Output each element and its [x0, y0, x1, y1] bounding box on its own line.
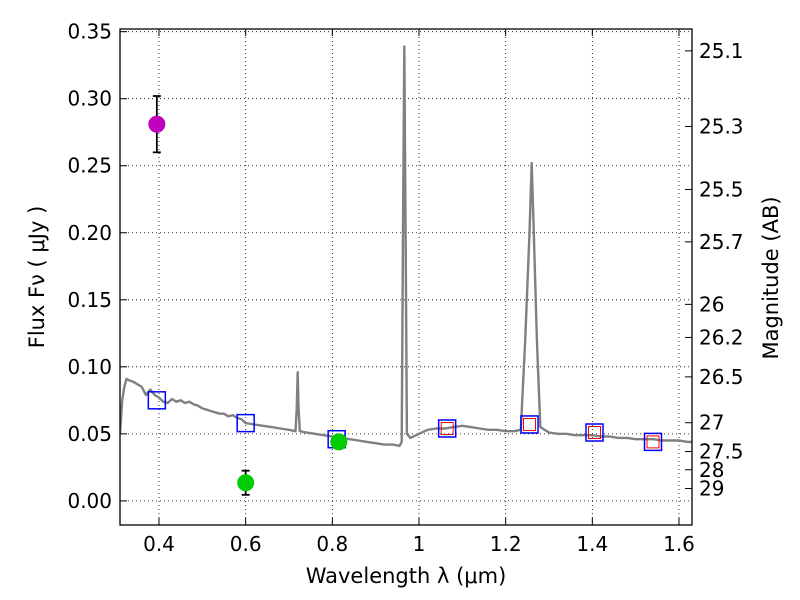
x-tick-label: 1	[413, 532, 426, 556]
observed-point	[148, 115, 166, 133]
x-tick-label: 0.6	[230, 532, 262, 556]
y-tick-label: 0.15	[67, 288, 112, 312]
right-tick-label: 27.5	[699, 440, 744, 464]
model-band-square	[585, 423, 604, 442]
plot-frame	[119, 28, 693, 526]
x-axis-label: Wavelength λ (μm)	[306, 564, 507, 588]
right-tick-label: 25.5	[699, 177, 744, 201]
observed-point	[330, 433, 348, 451]
y-tick-label: 0.20	[67, 221, 112, 245]
model-band-square	[147, 391, 167, 410]
right-tick-label: 29	[699, 477, 724, 501]
limit-square	[588, 426, 601, 440]
y-tick-label: 0.00	[67, 489, 112, 513]
right-tick-label: 26.2	[699, 325, 744, 349]
right-tick-label: 28	[699, 458, 724, 482]
y-tick-label: 0.10	[67, 355, 112, 379]
x-tick-label: 1.4	[576, 532, 608, 556]
y-tick-label: 0.25	[67, 154, 112, 178]
observed-point	[237, 474, 255, 492]
y-tick-label: 0.30	[67, 87, 112, 111]
x-tick-label: 0.8	[316, 532, 348, 556]
right-tick-label: 25.1	[699, 39, 744, 63]
x-tick-label: 1.2	[490, 532, 522, 556]
axes: 0.4 0.6 0.8 1 1.2 1.4 1.6 0.00 0.05 0.10 0.15 0.20 0…	[67, 20, 743, 556]
model-band-square	[236, 413, 255, 433]
model-band-square	[643, 432, 663, 452]
right-tick-label: 25.7	[699, 230, 744, 254]
y-axis-right-label: Magnitude (AB)	[759, 196, 783, 359]
model-band-square	[437, 419, 457, 438]
limit-square	[523, 417, 536, 431]
y-axis-label: Flux Fν ( μJy )	[25, 206, 49, 349]
x-tick-label: 1.6	[663, 532, 695, 556]
data-layer	[120, 45, 692, 448]
limit-square	[646, 435, 660, 449]
right-tick-label: 27	[699, 411, 724, 435]
grid	[120, 29, 692, 525]
right-tick-label: 26.5	[699, 365, 744, 389]
model-band-square	[520, 415, 539, 434]
right-tick-label: 25.3	[699, 114, 744, 138]
limit-square	[440, 421, 454, 435]
right-tick-label: 26	[699, 292, 724, 316]
y-tick-label: 0.05	[67, 422, 112, 446]
y-tick-label: 0.35	[67, 20, 112, 44]
x-tick-label: 0.4	[143, 532, 175, 556]
marker-layer	[147, 95, 663, 496]
spectrum-line	[120, 45, 692, 448]
